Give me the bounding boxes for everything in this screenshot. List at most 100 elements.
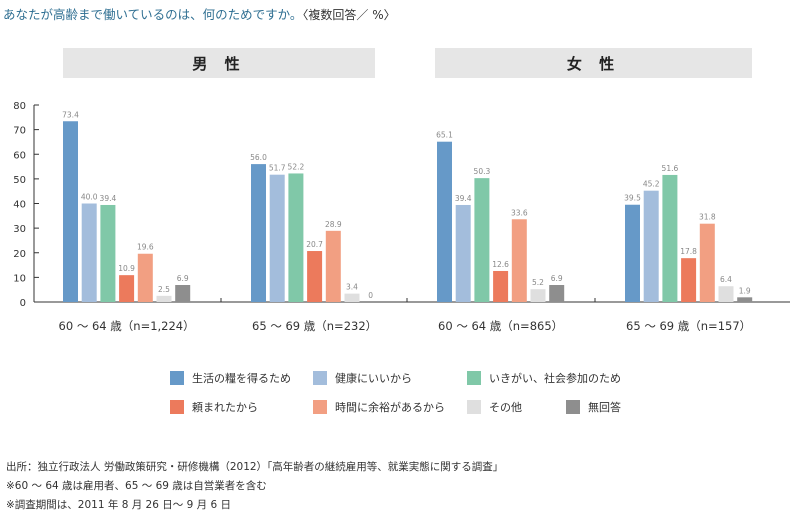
data-label: 39.4 (100, 194, 117, 203)
data-label: 5.2 (532, 278, 544, 287)
data-label: 50.3 (474, 167, 491, 176)
data-label: 33.6 (511, 208, 528, 217)
title-unit: 〈複数回答／ %〉 (302, 8, 396, 22)
data-label: 39.5 (624, 194, 641, 203)
bar (718, 286, 734, 302)
panel-female: 女 性 (435, 48, 752, 78)
bar (455, 204, 471, 302)
legend-label: その他 (489, 401, 522, 414)
data-label: 73.4 (62, 110, 79, 119)
x-tick-label: 65 〜 69 歳（n=232） (252, 319, 377, 333)
legend-label: 無回答 (588, 401, 621, 414)
bar (63, 121, 78, 302)
data-label: 20.7 (306, 240, 323, 249)
bar (307, 251, 323, 302)
y-tick-label: 20 (13, 249, 26, 260)
data-label: 17.8 (680, 247, 697, 256)
legend-swatch (467, 400, 481, 414)
notes: 出所：独立行政法人 労働政策研究・研修機構（2012）「高年齢者の継続雇用等、就… (6, 458, 503, 515)
y-tick-label: 0 (20, 298, 26, 309)
y-tick-label: 80 (13, 101, 26, 112)
y-tick-label: 10 (13, 273, 26, 284)
bar (625, 204, 640, 302)
data-label: 12.6 (492, 260, 509, 269)
data-label: 56.0 (250, 153, 267, 162)
legend-item: いきがい、社会参加のため (467, 370, 621, 386)
data-label: 6.9 (551, 274, 563, 283)
data-label: 51.6 (662, 164, 679, 173)
legend-label: 時間に余裕があるから (335, 401, 445, 414)
bar (156, 295, 172, 302)
y-tick-label: 60 (13, 150, 26, 161)
bar (493, 270, 509, 302)
y-tick-label: 40 (13, 200, 26, 211)
legend-swatch (313, 400, 327, 414)
legend-item: 生活の糧を得るため (170, 370, 291, 386)
bar (511, 219, 527, 302)
bar (288, 173, 304, 302)
data-label: 6.9 (177, 274, 189, 283)
bar (344, 293, 360, 302)
bar (643, 190, 659, 302)
legend-label: 頼まれたから (192, 401, 258, 414)
legend-label: 生活の糧を得るため (192, 372, 291, 385)
data-label: 10.9 (118, 264, 135, 273)
bar (737, 297, 753, 302)
data-label: 51.7 (269, 164, 286, 173)
bar (269, 174, 285, 302)
x-tick-label: 65 〜 69 歳（n=157） (626, 319, 751, 333)
title-main: あなたが高齢まで働いているのは、何のためですか。 (3, 7, 303, 22)
data-label: 40.0 (81, 193, 98, 202)
bar (137, 253, 153, 302)
legend-item: 無回答 (566, 399, 621, 415)
data-label: 65.1 (436, 131, 453, 140)
data-label: 28.9 (325, 220, 342, 229)
data-label: 39.4 (455, 194, 472, 203)
bar (681, 258, 697, 302)
legend-item: 時間に余裕があるから (313, 399, 445, 415)
y-tick-label: 30 (13, 224, 26, 235)
legend-label: いきがい、社会参加のため (489, 372, 621, 385)
data-label: 19.6 (137, 243, 154, 252)
legend-item: 頼まれたから (170, 399, 258, 415)
bar (175, 285, 191, 302)
bar (474, 178, 490, 302)
legend-item: 健康にいいから (313, 370, 412, 386)
note-source: 出所：独立行政法人 労働政策研究・研修機構（2012）「高年齢者の継続雇用等、就… (6, 461, 504, 473)
bar (119, 275, 135, 302)
legend-swatch (467, 371, 481, 385)
legend-swatch (170, 400, 184, 414)
bar (437, 141, 452, 302)
data-label: 31.8 (699, 213, 716, 222)
bar (100, 204, 116, 302)
bar (530, 289, 546, 302)
data-label: 2.5 (158, 285, 170, 294)
legend-label: 健康にいいから (335, 372, 412, 385)
bar (81, 203, 97, 302)
data-label: 6.4 (720, 275, 732, 284)
legend-swatch (170, 371, 184, 385)
x-tick-label: 60 〜 64 歳（n=865） (438, 319, 563, 333)
data-label: 3.4 (346, 283, 358, 292)
y-tick-label: 70 (13, 126, 26, 137)
bar (699, 223, 715, 302)
data-label: 0 (368, 291, 373, 300)
legend-item: その他 (467, 399, 522, 415)
legend-swatch (313, 371, 327, 385)
data-label: 52.2 (288, 162, 305, 171)
y-tick-label: 50 (13, 175, 26, 186)
data-label: 45.2 (643, 180, 660, 189)
bar (662, 174, 678, 302)
bar (325, 230, 341, 302)
panel-male: 男 性 (63, 48, 375, 78)
x-tick-label: 60 〜 64 歳（n=1,224） (59, 319, 195, 333)
bar (251, 164, 266, 302)
bar (549, 285, 565, 302)
note-2: ※調査期間は、2011 年 8 月 26 日〜 9 月 6 日 (6, 499, 231, 511)
data-label: 1.9 (739, 286, 751, 295)
chart-title: あなたが高齢まで働いているのは、何のためですか。〈複数回答／ %〉 (3, 4, 396, 23)
note-1: ※60 〜 64 歳は雇用者、65 〜 69 歳は自営業者を含む (6, 480, 267, 492)
legend-swatch (566, 400, 580, 414)
